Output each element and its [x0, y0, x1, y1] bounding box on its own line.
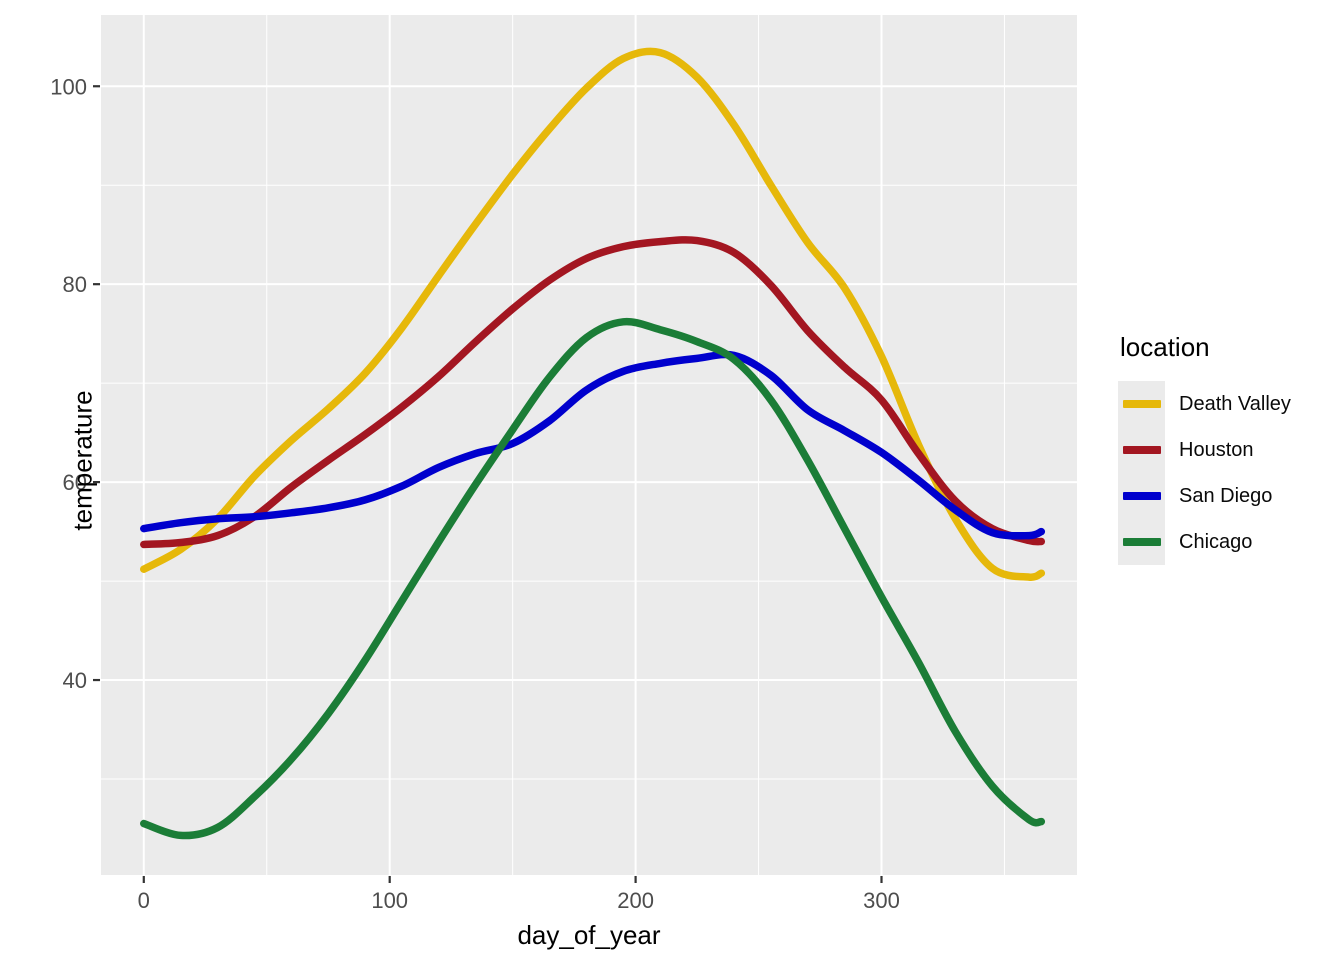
legend-key [1118, 381, 1165, 427]
series-line-chicago [140, 317, 1046, 840]
x-tick-label: 0 [138, 888, 150, 913]
legend: location Death Valley Houston San Diego … [1118, 332, 1291, 565]
legend-key [1118, 473, 1165, 519]
x-axis-title: day_of_year [517, 920, 661, 950]
x-tick-label: 100 [371, 888, 408, 913]
y-tick-label: 100 [50, 74, 87, 99]
legend-item-chicago: Chicago [1118, 519, 1291, 565]
x-tick-label: 300 [863, 888, 900, 913]
legend-label: San Diego [1179, 484, 1273, 507]
line-swatch-icon [1122, 538, 1161, 546]
series-line-death-valley [140, 47, 1046, 581]
legend-item-houston: Houston [1118, 427, 1291, 473]
x-tick-label: 200 [617, 888, 654, 913]
y-tick-label: 60 [63, 470, 87, 495]
legend-label: Chicago [1179, 530, 1253, 553]
line-swatch-icon [1122, 446, 1161, 454]
legend-label: Houston [1179, 438, 1254, 461]
line-swatch-icon [1122, 492, 1161, 500]
legend-label: Death Valley [1179, 392, 1291, 415]
series-line-san-diego [140, 350, 1046, 540]
legend-key [1118, 427, 1165, 473]
plot-panel [101, 15, 1077, 875]
y-axis-title: temperature [67, 390, 98, 531]
legend-item-san-diego: San Diego [1118, 473, 1291, 519]
series-line-houston [140, 236, 1046, 549]
y-tick-label: 80 [63, 272, 87, 297]
legend-key [1118, 519, 1165, 565]
legend-item-death-valley: Death Valley [1118, 381, 1291, 427]
y-tick-label: 40 [63, 668, 87, 693]
legend-title: location [1120, 332, 1210, 362]
line-swatch-icon [1122, 400, 1161, 408]
